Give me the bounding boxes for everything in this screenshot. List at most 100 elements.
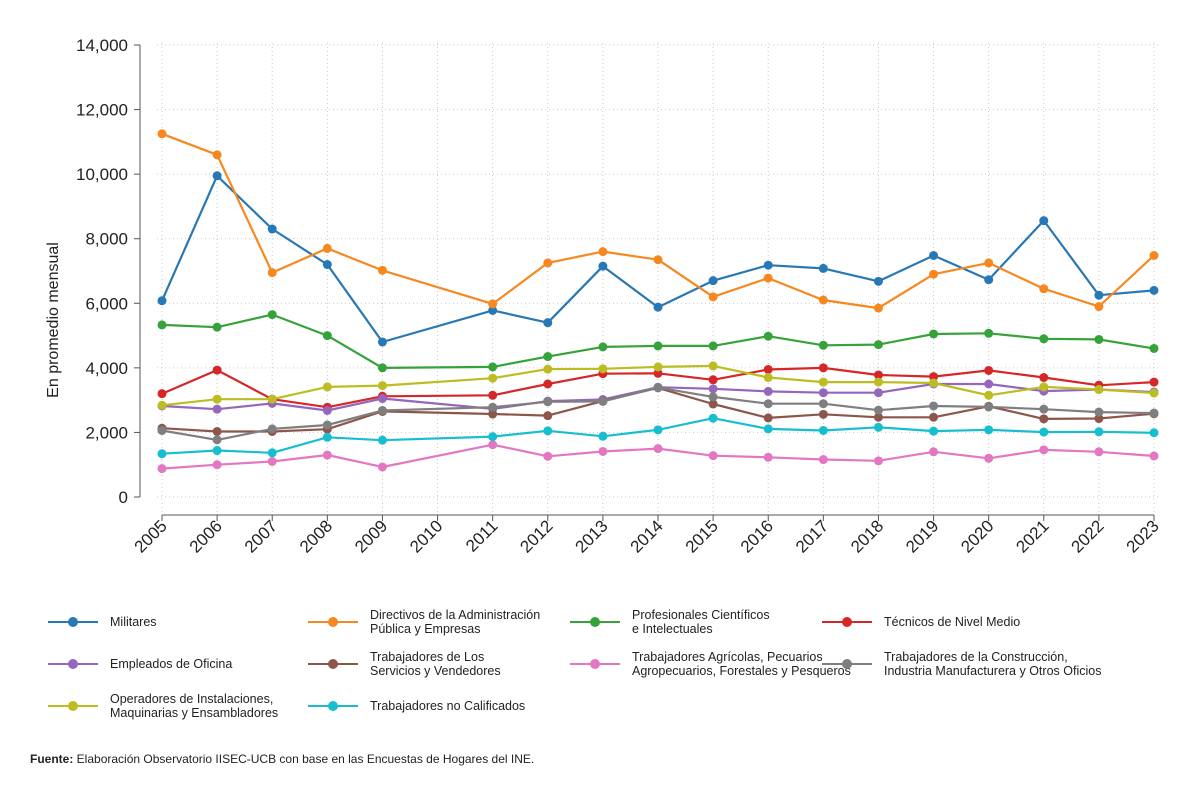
data-point-5-14 [929, 412, 939, 422]
data-point-2-1 [212, 322, 222, 332]
series-7 [157, 383, 1159, 445]
y-tick-label-0: 0 [119, 488, 128, 507]
data-point-6-16 [1039, 445, 1049, 455]
data-point-9-7 [543, 426, 553, 436]
legend-item-6: Trabajadores Agrícolas, Pecuarios Agrope… [570, 644, 851, 684]
data-point-7-2 [267, 424, 277, 434]
data-point-1-14 [929, 269, 939, 279]
x-tick-label-14: 2019 [902, 516, 942, 556]
data-point-4-4 [377, 394, 387, 404]
y-tick-label-2: 4,000 [85, 359, 128, 378]
data-point-6-15 [984, 453, 994, 463]
data-point-1-10 [708, 292, 718, 302]
data-point-8-11 [763, 373, 773, 383]
data-point-3-14 [929, 372, 939, 382]
data-point-0-18 [1149, 285, 1159, 295]
y-tick-label-7: 14,000 [76, 36, 128, 55]
series-8 [157, 361, 1159, 410]
axes [139, 45, 1154, 516]
data-point-0-8 [598, 261, 608, 271]
data-point-0-6 [488, 305, 498, 315]
data-point-1-8 [598, 247, 608, 257]
data-point-0-16 [1039, 216, 1049, 226]
legend-swatch-dot [68, 617, 78, 627]
data-point-6-6 [488, 440, 498, 450]
legend-item-4: Empleados de Oficina [48, 644, 232, 684]
legend-swatch-2 [570, 615, 620, 629]
legend-swatch-dot [68, 701, 78, 711]
data-point-7-18 [1149, 408, 1159, 418]
data-point-8-9 [653, 362, 663, 372]
data-point-1-16 [1039, 284, 1049, 294]
data-point-3-15 [984, 365, 994, 375]
data-point-1-1 [212, 150, 222, 160]
x-tick-label-5: 2010 [406, 516, 446, 556]
legend-swatch-7 [822, 657, 872, 671]
x-tick-label-15: 2020 [957, 516, 997, 556]
data-point-8-2 [267, 394, 277, 404]
legend-label-7: Trabajadores de la Construcción, Industr… [884, 650, 1102, 678]
series-line-3 [161, 366, 1155, 409]
data-point-2-3 [322, 331, 332, 341]
data-point-4-1 [212, 404, 222, 414]
legend-swatch-3 [822, 615, 872, 629]
x-tick-label-0: 2005 [131, 516, 171, 556]
y-axis-label: En promedio mensual [45, 242, 62, 398]
legend-item-7: Trabajadores de la Construcción, Industr… [822, 644, 1101, 684]
data-point-5-10 [708, 399, 718, 409]
x-tick-label-18: 2023 [1123, 516, 1163, 556]
data-point-3-10 [708, 375, 718, 385]
data-point-5-1 [212, 426, 222, 436]
data-point-3-12 [818, 363, 828, 373]
data-point-2-17 [1094, 334, 1104, 344]
data-point-3-16 [1039, 373, 1049, 383]
data-point-6-13 [873, 456, 883, 466]
data-point-6-11 [763, 452, 773, 462]
data-point-8-8 [598, 364, 608, 374]
data-point-7-8 [598, 396, 608, 406]
line-chart: 02,0004,0006,0008,00010,00012,00014,000 … [45, 36, 1163, 557]
legend-item-0: Militares [48, 602, 157, 642]
source-label: Fuente: [30, 752, 74, 766]
legend-label-4: Empleados de Oficina [110, 657, 233, 671]
data-point-0-9 [653, 302, 663, 312]
data-point-4-13 [873, 388, 883, 398]
data-point-7-16 [1039, 404, 1049, 414]
data-point-1-18 [1149, 251, 1159, 261]
data-point-7-12 [818, 399, 828, 409]
data-point-5-17 [1094, 414, 1104, 424]
data-point-4-10 [708, 384, 718, 394]
data-point-4-3 [322, 405, 332, 415]
x-tick-label-11: 2016 [737, 516, 777, 556]
data-point-9-14 [929, 426, 939, 436]
data-point-4-12 [818, 388, 828, 398]
data-point-2-7 [543, 352, 553, 362]
data-point-7-10 [708, 392, 718, 402]
data-point-3-11 [763, 364, 773, 374]
y-axis-ticks: 0 2,000 4,000 6,000 8,000 10,000 12,000 14,000 [76, 36, 140, 507]
x-tick-label-1: 2006 [186, 516, 226, 556]
data-point-1-9 [653, 255, 663, 265]
y-tick-label-1: 2,000 [85, 423, 128, 442]
data-point-3-1 [212, 365, 222, 375]
legend-swatch-dot [590, 617, 600, 627]
legend-label-9: Trabajadores no Calificados [370, 699, 526, 713]
data-point-6-0 [157, 464, 167, 474]
data-point-2-11 [763, 331, 773, 341]
series-line-0 [160, 174, 1155, 344]
legend-swatch-5 [308, 657, 358, 671]
legend-item-1: Directivos de la Administración Pública … [308, 602, 540, 642]
data-point-9-3 [322, 432, 332, 442]
data-point-6-12 [818, 455, 828, 465]
x-tick-label-17: 2022 [1068, 516, 1108, 556]
data-point-9-10 [708, 413, 718, 423]
series-1 [157, 129, 1159, 313]
data-point-9-18 [1149, 428, 1159, 438]
legend-label-6: Trabajadores Agrícolas, Pecuarios Agrope… [632, 650, 851, 678]
y-tick-label-6: 12,000 [76, 101, 128, 120]
legend-swatch-1 [308, 615, 358, 629]
data-point-3-9 [653, 368, 663, 378]
data-point-2-18 [1149, 343, 1159, 353]
data-point-1-15 [984, 258, 994, 268]
data-point-6-18 [1149, 451, 1159, 461]
